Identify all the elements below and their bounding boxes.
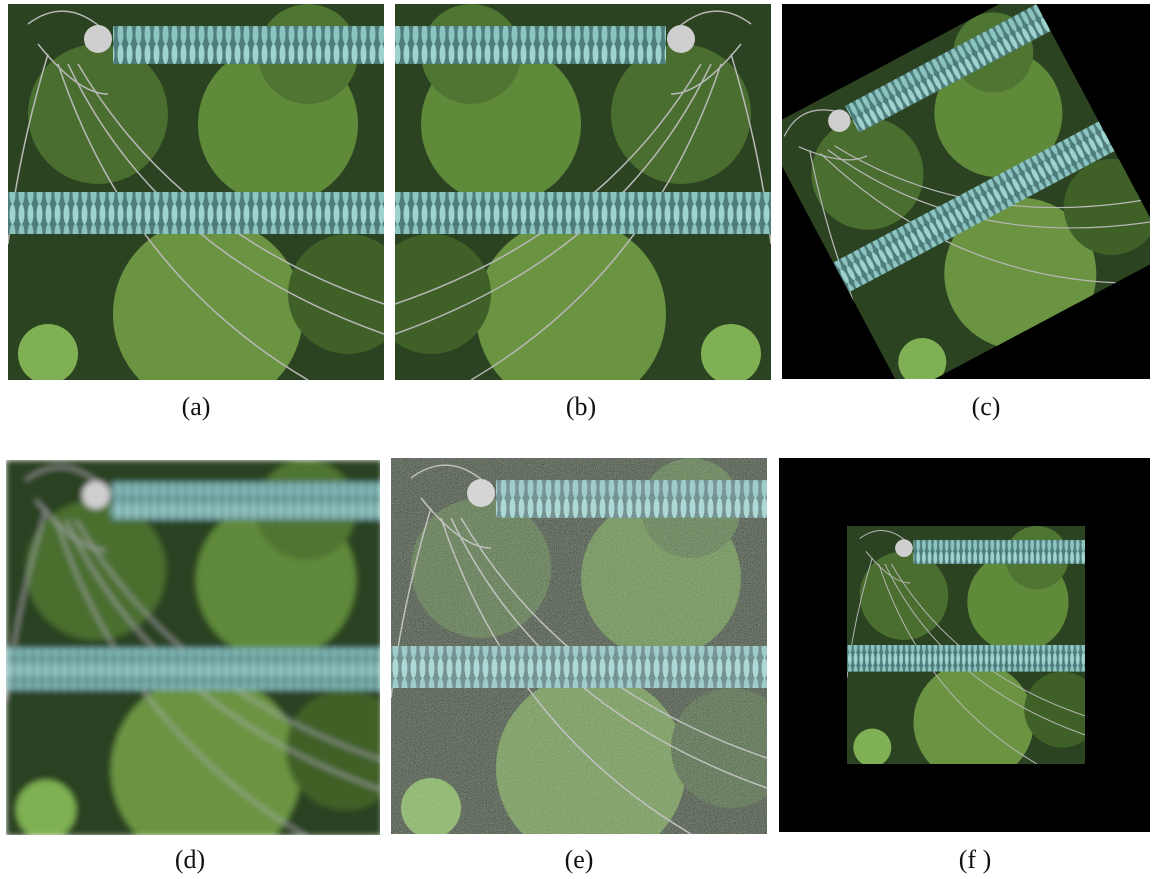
panel-f-image [847,526,1100,782]
caption: (b) [521,392,641,422]
panel-d-image [6,460,406,865]
panel-b-image [371,4,771,409]
caption: (d) [130,845,250,875]
panel-e-clip [391,458,791,863]
caption: (c) [926,392,1046,422]
panel-a-image [8,4,408,409]
figure-graphics [0,0,1153,879]
caption: (a) [136,392,256,422]
panel-e-image [391,458,791,863]
caption: (f ) [915,845,1035,875]
panel-d-clip [6,460,406,865]
figure: (a) (b) (c) (d) (e) (f ) [0,0,1153,879]
caption: (e) [519,845,639,875]
